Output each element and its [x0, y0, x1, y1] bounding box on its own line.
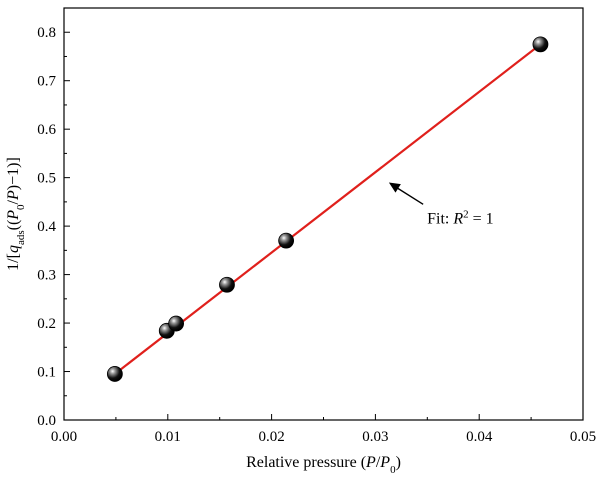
- x-axis-title-close: ): [396, 454, 401, 471]
- y-axis-title-sub0: 0: [15, 204, 27, 210]
- y-axis-title-ads: ads: [15, 230, 27, 245]
- y-axis-title-p: P: [5, 190, 22, 201]
- y-tick-label: 0.1: [37, 365, 56, 381]
- y-tick-label: 0.8: [37, 25, 56, 41]
- y-axis-title: 1/[qads((P0/P)−1)]: [5, 157, 27, 271]
- fit-line: [114, 43, 542, 375]
- ticks: [63, 31, 584, 421]
- data-point: [278, 232, 295, 249]
- data-point: [219, 276, 235, 293]
- fit-annotation-suffix: = 1: [469, 210, 494, 227]
- annotation-layer: Fit: R2 = 1: [388, 182, 494, 227]
- y-tick-label: 0.7: [37, 74, 56, 90]
- x-axis-title-sub: 0: [390, 464, 396, 476]
- y-tick-label: 0.3: [37, 268, 56, 284]
- fit-annotation-sup: 2: [463, 208, 469, 220]
- data-point: [532, 36, 549, 53]
- x-axis-title-slash: /: [376, 454, 381, 471]
- x-axis-title-p: P: [365, 454, 376, 471]
- y-axis-title-a: 1/[: [5, 253, 22, 271]
- points-layer: [106, 36, 549, 382]
- x-tick-label: 0.04: [466, 429, 493, 445]
- y-tick-label: 0.5: [37, 171, 56, 187]
- fit-annotation-var: R: [452, 210, 463, 227]
- fit-layer: [114, 43, 542, 375]
- y-tick-label: 0.6: [37, 122, 56, 138]
- y-axis-title-b: ((: [5, 220, 22, 231]
- x-axis-title-p0: P: [379, 454, 390, 471]
- data-point: [106, 366, 123, 382]
- data-point: [168, 315, 185, 332]
- tick-labels: 0.00 0.01 0.02 0.03 0.04 0.05 0.0 0.1 0.2 0.3 0.4 0…: [37, 25, 596, 445]
- y-axis-title-p0: P: [5, 210, 22, 221]
- y-tick-label: 0.2: [37, 316, 56, 332]
- plot-frame: [63, 7, 584, 421]
- x-tick-label: 0.00: [51, 429, 77, 445]
- x-axis-title: Relative pressure (P/P0): [246, 454, 401, 476]
- x-tick-label: 0.03: [362, 429, 388, 445]
- annotation-arrow: [394, 185, 424, 205]
- annotation-arrowhead: [388, 182, 401, 193]
- y-axis-title-d: )−1)]: [5, 157, 22, 190]
- x-tick-label: 0.02: [258, 429, 284, 445]
- x-axis-title-text: Relative pressure (: [246, 454, 366, 471]
- x-tick-label: 0.01: [155, 429, 181, 445]
- y-tick-label: 0.0: [37, 413, 56, 429]
- fit-annotation: Fit: R2 = 1: [427, 208, 494, 227]
- y-axis-title-c: /: [5, 199, 22, 204]
- y-axis-title-q: q: [5, 245, 22, 253]
- x-tick-label: 0.05: [570, 429, 596, 445]
- fit-annotation-prefix: Fit:: [427, 210, 453, 227]
- y-tick-label: 0.4: [37, 219, 56, 235]
